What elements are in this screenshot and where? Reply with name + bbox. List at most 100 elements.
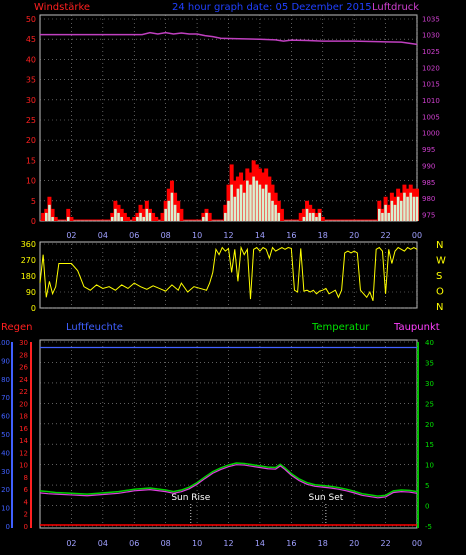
- rain-tick-label: 12: [19, 449, 28, 457]
- wind-gust-bar: [50, 208, 55, 221]
- wind-avg-bar: [176, 212, 180, 221]
- pressure-tick-label: 1000: [422, 130, 440, 138]
- pressure-tick-label: 990: [422, 162, 435, 170]
- pressure-tick-label: 1020: [422, 64, 440, 72]
- pressure-tick-label: 1030: [422, 32, 440, 40]
- dewpoint-label: Taupunkt: [393, 322, 440, 333]
- x-tick-label: 18: [318, 231, 328, 240]
- wind-avg-bar: [252, 176, 255, 221]
- x-tick-label: 14: [255, 539, 265, 548]
- wind-avg-bar: [167, 200, 171, 221]
- wind-avg-bar: [387, 212, 391, 221]
- wind-direction-grid: [40, 243, 418, 309]
- wind-gust-bar: [276, 200, 281, 221]
- wind-axis-ticks: 0 5 10 15 20 25 30 35 40 45 50: [26, 15, 36, 226]
- wind-avg-bar: [268, 192, 271, 221]
- wind-tick-label: 0: [31, 217, 36, 226]
- temperature-tick-label: 40: [425, 339, 434, 347]
- x-tick-label: 16: [286, 539, 296, 548]
- rain-tick-label: 6: [24, 486, 29, 494]
- wind-avg-bar: [51, 216, 54, 221]
- humidity-tick-label: 60: [1, 413, 10, 421]
- wind-avg-bar: [415, 196, 419, 221]
- wind-gust-bar: [298, 212, 303, 221]
- wind-avg-bar: [396, 196, 400, 221]
- wind-gust-bar: [135, 212, 140, 221]
- x-tick-label: 20: [349, 231, 359, 240]
- wind-avg-bar: [66, 216, 70, 221]
- wind-avg-bar: [381, 212, 384, 221]
- rain-tick-label: 8: [24, 474, 28, 482]
- wind-avg-bar: [117, 212, 120, 221]
- wind-avg-bar: [264, 184, 268, 221]
- wind-avg-bar: [246, 180, 249, 221]
- rain-tick-label: 20: [19, 400, 28, 408]
- x-tick-label: 00: [412, 539, 422, 548]
- rain-tick-label: 18: [19, 413, 28, 421]
- wind-avg-bar: [406, 196, 409, 221]
- temperature-tick-label: 35: [425, 359, 434, 367]
- compass-label: N: [436, 240, 443, 251]
- wind-avg-bar: [233, 196, 237, 221]
- wind-gust-bar: [201, 212, 206, 221]
- wind-tick-label: 40: [26, 55, 36, 64]
- wind-gust-bar: [301, 208, 306, 221]
- wind-direction-series: [39, 245, 418, 302]
- wind-avg-bar: [409, 192, 413, 221]
- wind-gust-bar: [69, 216, 74, 221]
- compass-label: S: [436, 271, 442, 282]
- x-tick-label: 12: [223, 539, 233, 548]
- wind-avg-bar: [312, 212, 315, 221]
- wind-avg-bar: [271, 200, 274, 221]
- rain-tick-label: 28: [19, 351, 28, 359]
- humidity-tick-label: 30: [1, 468, 10, 476]
- wind-avg-bar: [403, 192, 406, 221]
- wind-gust-bar: [279, 208, 284, 221]
- pressure-tick-label: 975: [422, 211, 435, 219]
- wind-avg-bar: [145, 208, 149, 221]
- temperature-tick-label: 10: [425, 462, 434, 470]
- temperature-tick-label: 0: [425, 503, 429, 511]
- wind-tick-label: 45: [26, 35, 36, 44]
- temperature-tick-label: -5: [425, 523, 432, 531]
- humidity-tick-label: 70: [1, 394, 10, 402]
- pressure-label: Luftdruck: [372, 2, 419, 13]
- wind-avg-bar: [305, 208, 309, 221]
- wind-gust-bar: [66, 208, 71, 221]
- wind-tick-label: 5: [31, 197, 36, 206]
- wind-gust-bar: [122, 212, 127, 221]
- rain-tick-label: 30: [19, 339, 28, 347]
- direction-tick-label: 90: [26, 288, 36, 297]
- wind-tick-label: 10: [26, 177, 36, 186]
- sun-annotation-label: Sun Set: [309, 493, 344, 503]
- rain-label: Regen: [1, 322, 33, 333]
- wind-gust-bar: [176, 200, 181, 221]
- temperature-line: [39, 462, 418, 497]
- wind-strength-label: Windstärke: [34, 2, 90, 13]
- direction-tick-label: 360: [21, 240, 36, 249]
- wind-gust-bar: [141, 208, 146, 221]
- wind-average-series: [44, 176, 419, 221]
- pressure-tick-label: 1015: [422, 81, 440, 89]
- wind-avg-bar: [399, 200, 403, 221]
- temperature-tick-label: 20: [425, 421, 434, 429]
- wind-avg-bar: [139, 212, 142, 221]
- temperature-tick-label: 5: [425, 482, 429, 490]
- x-tick-label: 06: [129, 231, 139, 240]
- temperature-axis-ticks: -5 0 5 10 15 20 25 30 35 40: [425, 339, 434, 531]
- humidity-tick-label: 50: [1, 431, 10, 439]
- pressure-tick-label: 995: [422, 146, 435, 154]
- wind-gust-bar: [151, 212, 156, 221]
- sun-annotation-label: Sun Rise: [171, 493, 210, 503]
- wind-avg-bar: [148, 212, 152, 221]
- pressure-line: [40, 31, 418, 46]
- x-tick-label: 04: [98, 231, 108, 240]
- wind-gust-bar: [132, 216, 137, 221]
- wind-avg-bar: [120, 216, 123, 221]
- wind-avg-bar: [205, 212, 208, 221]
- wind-avg-bar: [142, 216, 145, 221]
- wind-tick-label: 50: [26, 15, 36, 24]
- x-tick-label: 14: [255, 231, 265, 240]
- wind-avg-bar: [393, 204, 397, 221]
